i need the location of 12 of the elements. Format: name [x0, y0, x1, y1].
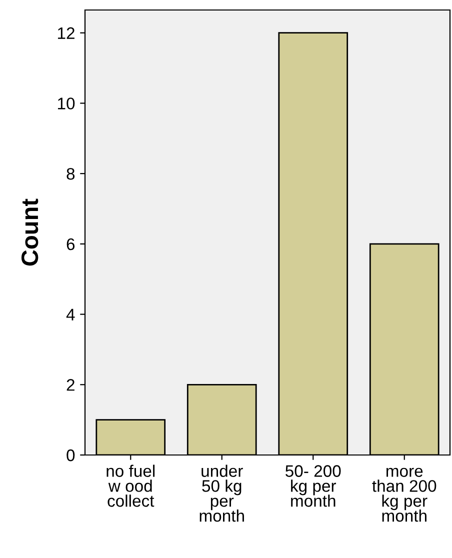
y-axis-title: Count — [21, 198, 38, 266]
x-tick-label: more than 200 kg per month — [372, 468, 436, 522]
y-tick-label: 6 — [66, 238, 75, 250]
y-tick-label: 8 — [66, 168, 75, 180]
y-tick-label: 12 — [58, 27, 74, 39]
x-tick-label: no fuel w ood collect — [106, 464, 155, 507]
y-tick-label: 4 — [66, 308, 75, 320]
y-tick-label: 0 — [66, 449, 75, 462]
y-tick-label: 10 — [58, 98, 75, 110]
x-tick-label: 50- 200 kg per month — [286, 465, 341, 507]
x-tick-label: under 50 kg per month — [200, 464, 244, 522]
y-tick-label: 2 — [66, 379, 74, 391]
